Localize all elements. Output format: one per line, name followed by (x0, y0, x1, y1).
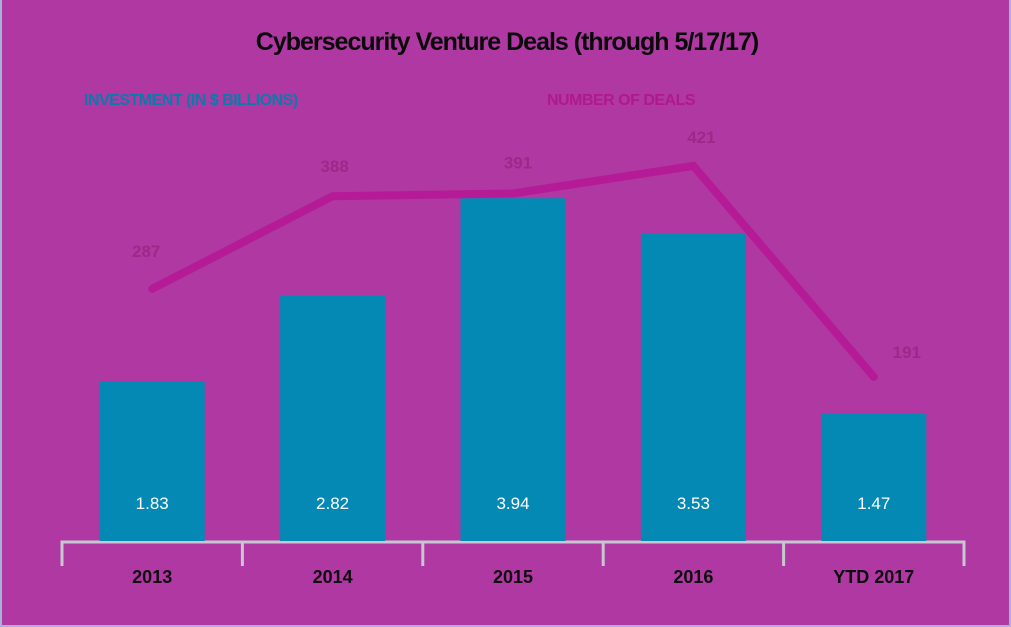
bar-value-label: 1.83 (136, 494, 169, 513)
deals-value-label: 421 (687, 128, 715, 147)
deals-value-label: 388 (320, 157, 348, 176)
x-axis-label: 2013 (132, 567, 172, 587)
investment-bar-2016 (640, 233, 746, 541)
bar-value-label: 3.53 (677, 494, 710, 513)
x-axis-label: 2016 (673, 567, 713, 587)
investment-bar-ytd-2017 (821, 413, 927, 541)
deals-line (148, 161, 878, 381)
chart-title: Cybersecurity Venture Deals (through 5/1… (256, 28, 759, 56)
deals-value-label: 191 (893, 343, 921, 362)
deals-value-label: 391 (504, 153, 532, 172)
investment-bars-layer: 1.83 2.82 3.94 3.53 1.47 (99, 198, 927, 541)
category-labels-layer: 2013 2014 2015 2016 YTD 2017 (132, 567, 914, 587)
bar-value-label: 3.94 (496, 494, 529, 513)
x-axis (60, 540, 966, 566)
investment-bar-2015 (460, 198, 566, 541)
bar-value-label: 1.47 (857, 494, 890, 513)
investment-bar-2014 (280, 295, 386, 541)
deals-line-layer: 287 388 391 421 191 (132, 128, 921, 381)
x-axis-label: YTD 2017 (833, 567, 914, 587)
bar-value-label: 2.82 (316, 494, 349, 513)
deals-value-label: 287 (132, 242, 160, 261)
legend-investment-label: INVESTMENT (IN $ BILLIONS) (84, 92, 298, 109)
x-axis-label: 2015 (493, 567, 533, 587)
investment-bar-2013 (99, 381, 205, 541)
legend-deals-label: NUMBER OF DEALS (547, 92, 696, 109)
x-axis-label: 2014 (313, 567, 353, 587)
